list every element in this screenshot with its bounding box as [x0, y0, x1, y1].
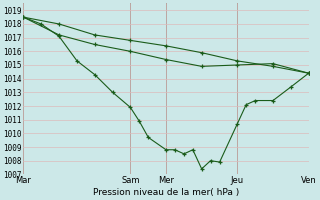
X-axis label: Pression niveau de la mer( hPa ): Pression niveau de la mer( hPa )	[93, 188, 239, 197]
